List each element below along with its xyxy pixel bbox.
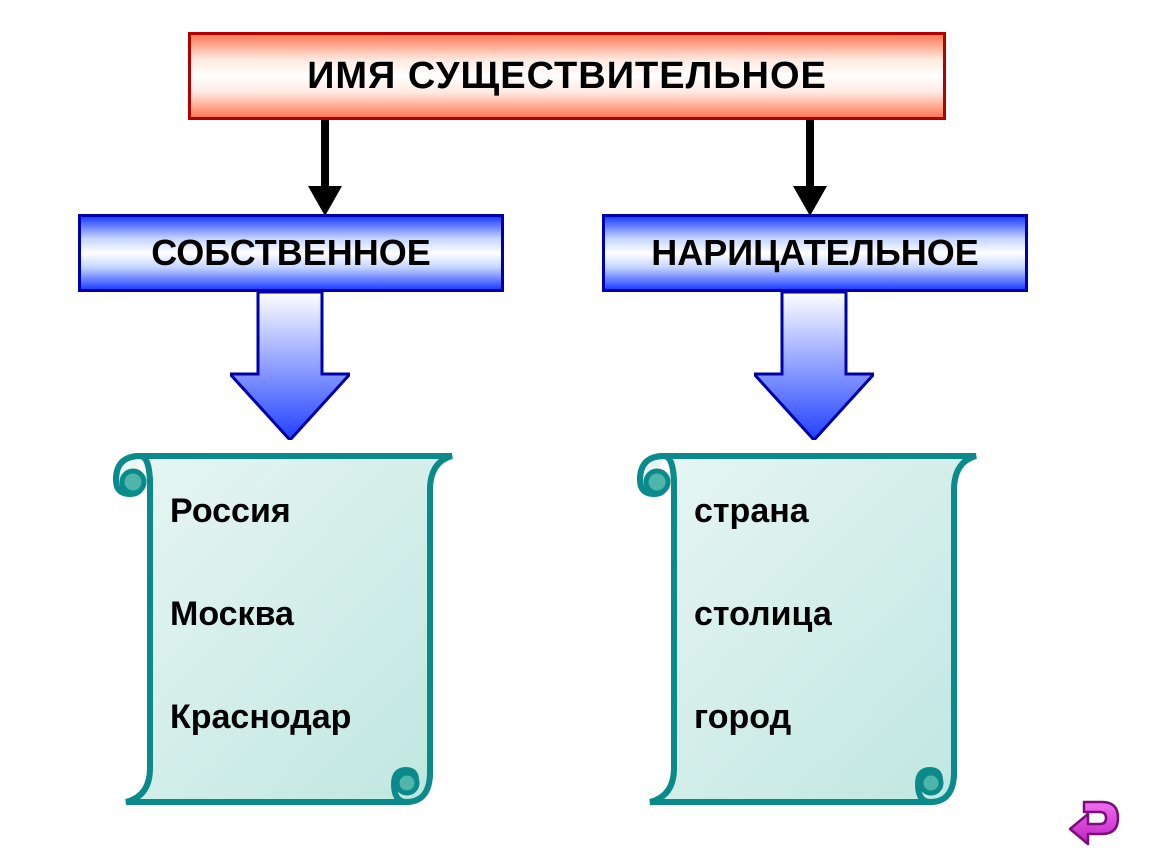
main-title-box: ИМЯ СУЩЕСТВИТЕЛЬНОЕ xyxy=(188,32,946,120)
gradient-arrow-left xyxy=(230,292,350,440)
scroll-right-items: страна столица город xyxy=(694,492,832,737)
list-item: Москва xyxy=(170,595,351,634)
list-item: столица xyxy=(694,595,832,634)
return-icon[interactable] xyxy=(1064,792,1124,846)
list-item: Россия xyxy=(170,492,351,531)
list-item: Краснодар xyxy=(170,698,351,737)
list-item: город xyxy=(694,698,832,737)
scroll-right: страна столица город xyxy=(624,432,1004,812)
branch-right-label: НАРИЦАТЕЛЬНОЕ xyxy=(602,214,1028,292)
scroll-left: Россия Москва Краснодар xyxy=(100,432,480,812)
arrow-to-left xyxy=(300,120,350,216)
list-item: страна xyxy=(694,492,832,531)
scroll-left-items: Россия Москва Краснодар xyxy=(170,492,351,737)
branch-left-label: СОБСТВЕННОЕ xyxy=(78,214,504,292)
gradient-arrow-right xyxy=(754,292,874,440)
arrow-to-right xyxy=(785,120,835,216)
